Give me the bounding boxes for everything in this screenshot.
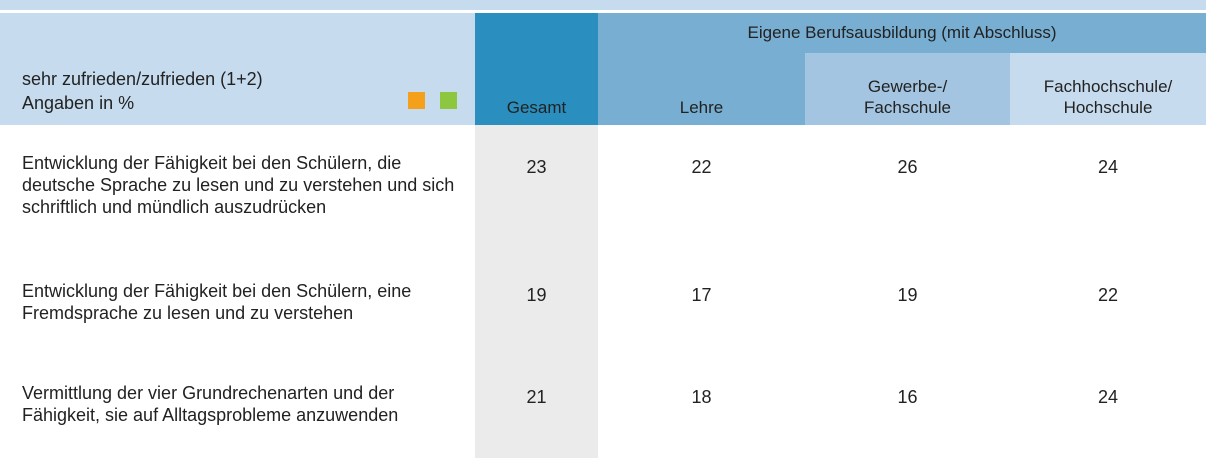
column-header: Gewerbe-/ <box>867 77 948 96</box>
cell-value: 23 <box>526 157 547 177</box>
column-header: Hochschule <box>1063 98 1153 117</box>
header-label: Angaben in % <box>22 93 135 113</box>
row-label: Entwicklung der Fähigkeit bei den Schüle… <box>22 281 412 323</box>
row-label: Entwicklung der Fähigkeit bei den Schüle… <box>22 153 455 217</box>
column-header: Gesamt <box>506 98 567 117</box>
cell-value: 22 <box>1097 285 1119 305</box>
cell-value: 17 <box>691 285 712 305</box>
gesamt-column-background <box>475 125 598 458</box>
cell-value: 19 <box>897 285 918 305</box>
group-header: Eigene Berufsausbildung (mit Abschluss) <box>747 23 1057 42</box>
green-square <box>440 92 457 109</box>
group-header-background <box>598 13 1206 53</box>
cell-value: 24 <box>1097 157 1119 177</box>
column-header-background <box>805 53 1010 125</box>
column-header: Fachhochschule/ <box>1043 77 1173 96</box>
cell-value: 24 <box>1097 387 1119 407</box>
header-label: sehr zufrieden/zufrieden (1+2) <box>22 69 263 89</box>
column-header-background <box>598 53 805 125</box>
column-header: Fachschule <box>864 98 951 117</box>
row-label: Vermittlung der vier Grundrechenarten un… <box>22 383 399 425</box>
column-header-background <box>1010 53 1206 125</box>
orange-square <box>408 92 425 109</box>
header-separator <box>0 10 1206 13</box>
cell-value: 16 <box>897 387 918 407</box>
cell-value: 18 <box>691 387 712 407</box>
cell-value: 22 <box>691 157 712 177</box>
column-header: Lehre <box>679 98 724 117</box>
cell-value: 19 <box>526 285 547 305</box>
column-header-background <box>475 13 598 125</box>
cell-value: 26 <box>897 157 918 177</box>
cell-value: 21 <box>526 387 547 407</box>
